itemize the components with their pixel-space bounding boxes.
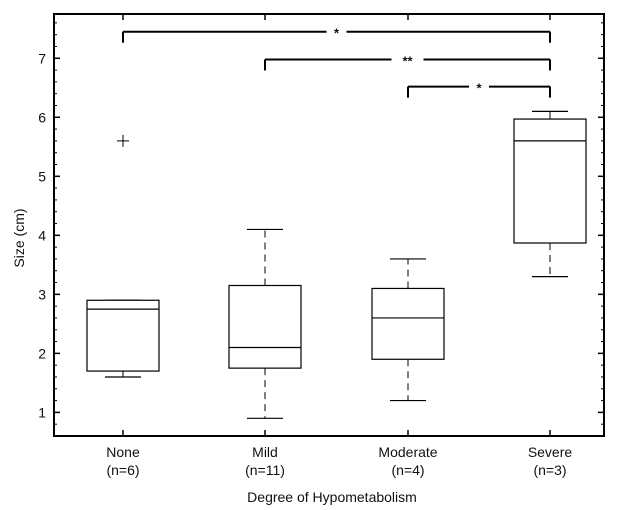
box-none [86,134,160,378]
category-n-label: (n=3) [533,462,566,478]
box-severe [513,110,587,278]
significance-label: * [334,26,340,41]
iqr-box [86,299,160,372]
x-axis-title: Degree of Hypometabolism [247,489,417,505]
iqr-box [513,118,587,244]
boxes [86,110,587,419]
box-moderate [371,258,445,402]
y-tick-label: 3 [38,286,46,302]
significance-brackets: **** [122,26,551,98]
box-mild [228,228,302,419]
category-n-label: (n=4) [391,462,424,478]
y-tick-label: 2 [38,345,46,361]
y-tick-label: 4 [38,227,46,243]
category-label: Severe [528,444,573,460]
iqr-box [228,284,302,369]
category-label: Moderate [378,444,437,460]
significance-bracket: ** [264,53,551,71]
y-tick-label: 7 [38,50,46,66]
y-axis-title: Size (cm) [11,208,27,267]
significance-bracket: * [122,26,551,43]
significance-label: ** [402,53,413,68]
category-label: Mild [252,444,278,460]
axes: 1 2 3 4 5 6 7 None (n=6) Mild (n=11) Moderate (n=4) S… [38,13,605,478]
plot-frame [53,13,605,437]
y-tick-label: 1 [38,404,46,420]
category-n-label: (n=6) [106,462,139,478]
significance-label: * [476,81,482,96]
significance-bracket: * [407,81,551,98]
y-tick-label: 5 [38,168,46,184]
category-n-label: (n=11) [245,462,285,478]
y-tick-label: 6 [38,109,46,125]
iqr-box [371,287,445,360]
category-label: None [106,444,140,460]
